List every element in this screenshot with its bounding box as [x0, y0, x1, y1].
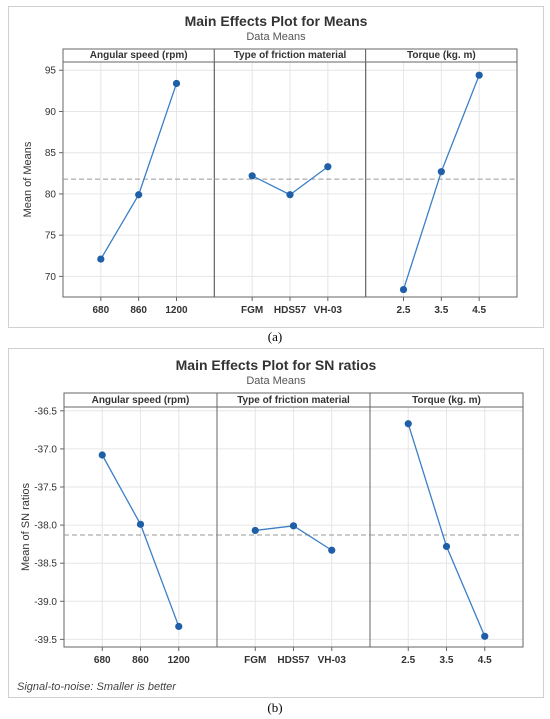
y-tick-label: -38.0 — [34, 521, 57, 532]
y-tick-label: -36.5 — [34, 406, 57, 417]
data-point — [404, 420, 412, 428]
y-tick-label: 90 — [45, 107, 57, 118]
data-point — [135, 191, 143, 199]
chart-subtitle: Data Means — [246, 375, 306, 387]
caption-a: (a) — [267, 329, 283, 344]
data-point — [475, 71, 483, 79]
data-point — [481, 632, 489, 640]
panel-title: Torque (kg. m) — [412, 395, 481, 406]
y-axis-label: Mean of Means — [22, 141, 34, 217]
x-tick-label: 860 — [132, 655, 149, 666]
data-point — [399, 285, 408, 294]
x-tick-label: HDS57 — [277, 655, 310, 666]
chart-subtitle: Data Means — [246, 31, 306, 43]
data-point — [248, 172, 256, 180]
chart-title: Main Effects Plot for SN ratios — [175, 357, 377, 373]
data-point — [286, 191, 294, 199]
data-point — [324, 163, 332, 171]
data-point — [175, 622, 183, 631]
means-chart: 70 75 80 85 90 95 Mean of Means Angular speed (… — [22, 48, 518, 316]
y-axis-label: Mean of SN ratios — [20, 482, 32, 571]
x-tick-label: 860 — [130, 305, 147, 316]
chart-title: Main Effects Plot for Means — [184, 13, 368, 29]
data-point — [289, 522, 298, 530]
x-tick-label: HDS57 — [274, 305, 307, 316]
x-tick-label: VH-03 — [318, 655, 347, 666]
panel-title: Angular speed (rpm) — [92, 395, 190, 406]
x-tick-label: FGM — [244, 655, 266, 666]
y-tick-label: -39.0 — [34, 597, 57, 608]
data-point — [136, 520, 145, 528]
main-effects-means-figure: Main Effects Plot for Means Data Means 7… — [8, 6, 544, 328]
data-point — [98, 451, 106, 459]
footnote: Signal-to-noise: Smaller is better — [17, 681, 176, 693]
x-tick-label: 680 — [94, 655, 111, 666]
x-tick-label: VH-03 — [314, 305, 343, 316]
y-tick-label: 80 — [45, 189, 57, 200]
y-tick-label: -38.5 — [34, 559, 57, 570]
y-tick-label: 70 — [45, 272, 57, 283]
data-point — [97, 255, 105, 263]
panel-title: Type of friction material — [237, 395, 350, 406]
x-tick-label: 4.5 — [478, 655, 492, 666]
panel-title: Type of friction material — [234, 50, 347, 61]
x-tick-label: 2.5 — [397, 305, 411, 316]
y-tick-label: -37.0 — [34, 444, 57, 455]
data-point — [442, 542, 451, 551]
data-point — [172, 79, 181, 88]
y-tick-label: -37.5 — [34, 483, 57, 494]
caption-b: (b) — [267, 700, 283, 715]
data-point — [328, 546, 336, 554]
sn-ratios-chart: -36.5 -37.0 -37.5 -38.0 -38.5 -39.0 -39.5 Mean … — [20, 392, 524, 666]
x-tick-label: 3.5 — [440, 655, 454, 666]
data-point — [437, 168, 445, 176]
x-tick-label: 2.5 — [401, 655, 415, 666]
panel-title: Angular speed (rpm) — [90, 50, 188, 61]
x-tick-label: 680 — [92, 305, 109, 316]
y-tick-label: 95 — [45, 66, 57, 77]
x-tick-label: 1200 — [165, 305, 188, 316]
x-tick-label: 4.5 — [472, 305, 486, 316]
x-tick-label: 3.5 — [434, 305, 448, 316]
y-tick-label: 85 — [45, 148, 57, 159]
y-tick-label: 75 — [45, 231, 57, 242]
x-tick-label: FGM — [241, 305, 263, 316]
panel-title: Torque (kg. m) — [407, 50, 476, 61]
main-effects-sn-figure: Main Effects Plot for SN ratios Data Mea… — [8, 348, 544, 698]
x-tick-label: 1200 — [168, 655, 191, 666]
data-point — [251, 526, 259, 535]
y-tick-label: -39.5 — [34, 635, 57, 646]
